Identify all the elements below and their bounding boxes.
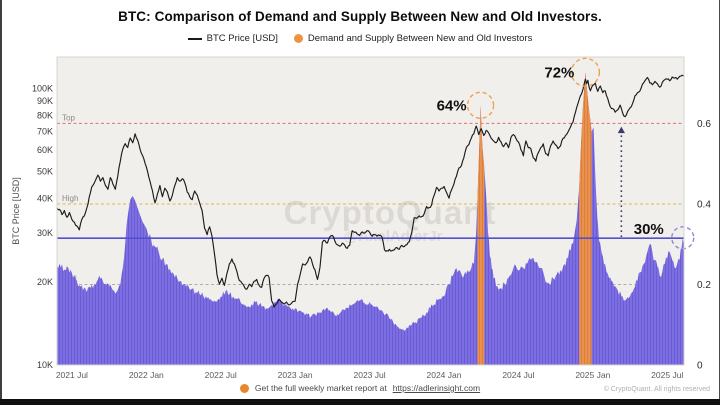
report-dot-icon (239, 383, 249, 393)
legend: BTC Price [USD] Demand and Supply Betwee… (0, 33, 720, 44)
page-title: BTC: Comparison of Demand and Supply Bet… (118, 9, 602, 24)
x-tick-label: 2022 Jan (129, 370, 164, 380)
threshold-label-high: High (62, 194, 78, 203)
y-left-tick-label: 10K (37, 360, 53, 370)
spike-area-2 (579, 72, 592, 366)
y-left-tick-label: 30K (37, 228, 53, 238)
x-tick-label: 2023 Jan (278, 370, 313, 380)
bottom-bar (0, 399, 720, 405)
x-tick-label: 2023 Jul (353, 370, 385, 380)
y-left-tick-label: 100K (32, 84, 53, 94)
x-tick-label: 2021 Jul (56, 370, 88, 380)
report-text: Get the full weekly market report at (254, 383, 387, 393)
annotation-label-30: 30% (634, 221, 664, 238)
trend-arrow-head (617, 126, 625, 134)
report-footer: Get the full weekly market report at htt… (0, 383, 720, 393)
y-right-tick-label: 0.6 (697, 119, 711, 130)
x-tick-label: 2024 Jan (426, 370, 461, 380)
btc-price-line (56, 74, 685, 308)
y-left-tick-label: 40K (37, 194, 53, 204)
y-right-tick-label: 0.2 (697, 280, 711, 291)
annotation-label-64: 64% (437, 97, 467, 114)
annotation-label-72: 72% (544, 64, 574, 81)
x-tick-label: 2025 Jan (575, 370, 610, 380)
annotation-circle-64 (466, 91, 495, 120)
y-axis-title: BTC Price [USD] (11, 177, 21, 245)
y-left-tick-label: 90K (37, 96, 53, 106)
copyright-text: © CryptoQuant. All rights reserved (603, 386, 710, 393)
demand-supply-dot-icon (293, 34, 303, 43)
annotation-circle-30 (671, 226, 695, 250)
plot-border (56, 56, 685, 366)
y-left-tick-label: 70K (37, 126, 53, 136)
y-right-tick-label: 0.4 (697, 199, 711, 210)
legend-item-demand-supply[interactable]: Demand and Supply Between New and Old In… (293, 33, 533, 44)
spike-area-1 (477, 105, 485, 366)
y-right-tick-label: 0 (697, 361, 703, 372)
price-line-swatch-icon (187, 37, 202, 40)
y-left-tick-label: 20K (37, 277, 53, 287)
x-tick-label: 2025 Jul (651, 370, 683, 380)
x-tick-label: 2024 Jul (502, 370, 534, 380)
threshold-label-top: Top (62, 113, 75, 122)
left-edge-divider (0, 0, 2, 405)
legend-item-btc-price[interactable]: BTC Price [USD] (187, 33, 278, 44)
y-left-tick-label: 80K (37, 110, 53, 120)
report-link[interactable]: https://adlerinsight.com (392, 383, 481, 393)
watermark-handle: @AxelAdlerJr (344, 228, 443, 245)
y-left-tick-label: 60K (37, 145, 53, 155)
legend-label-btc-price: BTC Price [USD] (206, 33, 278, 44)
demand-supply-area (57, 72, 684, 366)
y-left-tick-label: 50K (37, 167, 53, 177)
watermark-brand: CryptoQuant (284, 194, 497, 231)
annotation-circle-72 (570, 57, 601, 87)
legend-label-demand-supply: Demand and Supply Between New and Old In… (307, 33, 533, 44)
x-tick-label: 2022 Jul (205, 370, 237, 380)
